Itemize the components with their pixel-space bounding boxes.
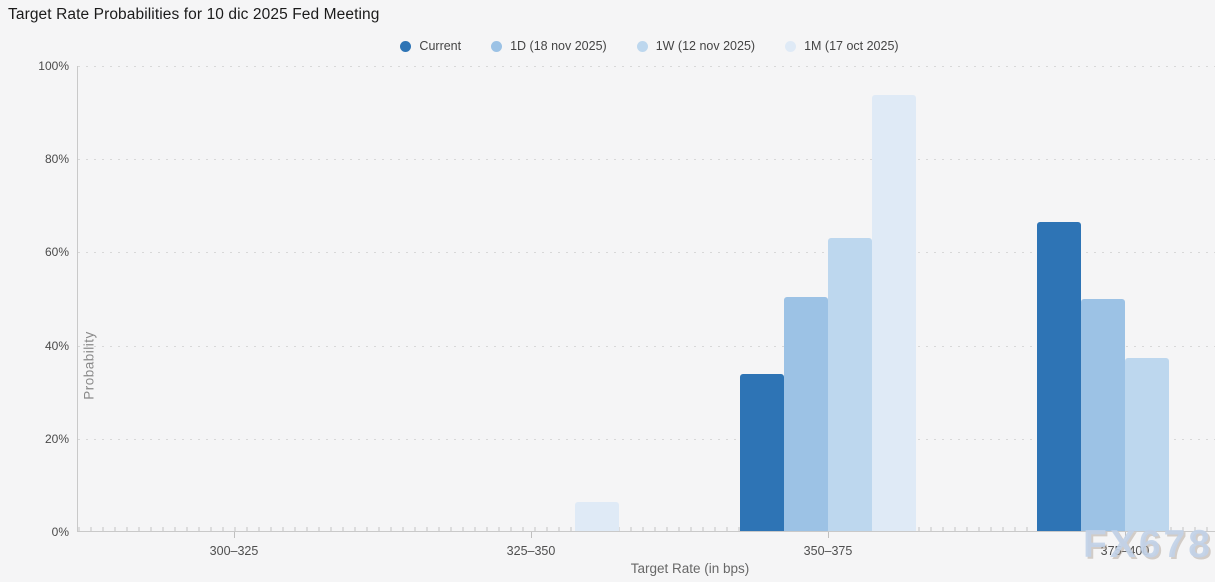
- axis-minor-ticks: [78, 527, 1215, 531]
- x-tick-350-375: [828, 532, 829, 538]
- bar-1d-18-nov-2025-375-400[interactable]: [1081, 298, 1125, 531]
- y-tick-label-60%: 60%: [44, 245, 69, 260]
- gridline-60%: [78, 252, 1215, 254]
- bar-1d-18-nov-2025-350-375[interactable]: [784, 297, 828, 531]
- gridline-80%: [78, 159, 1215, 161]
- bar-1m-17-oct-2025-350-375[interactable]: [872, 94, 916, 531]
- legend-item-1m-17-oct-2025[interactable]: 1M (17 oct 2025): [785, 39, 899, 53]
- bar-current-375-400[interactable]: [1037, 221, 1081, 531]
- legend-dot-1w-12-nov-2025: [636, 40, 648, 52]
- gridline-40%: [78, 345, 1215, 347]
- x-tick-label-375-400: 375–400: [1100, 544, 1150, 558]
- x-tick-label-350-375: 350–375: [803, 544, 853, 558]
- x-axis-title: Target Rate (in bps): [630, 561, 750, 576]
- y-tick-label-40%: 40%: [44, 338, 69, 353]
- legend-item-1w-12-nov-2025[interactable]: 1W (12 nov 2025): [636, 39, 756, 53]
- y-tick-label-0%: 0%: [51, 525, 69, 539]
- bar-1m-17-oct-2025-325-350[interactable]: [575, 502, 619, 531]
- legend-dot-1d-18-nov-2025: [491, 40, 503, 52]
- legend-dot-current: [400, 40, 412, 52]
- y-tick-label-100%: 100%: [38, 59, 69, 73]
- x-tick-label-300-325: 300–325: [209, 544, 259, 558]
- legend-label-current: Current: [419, 39, 462, 53]
- x-tick-label-325-350: 325–350: [506, 544, 556, 558]
- y-tick-label-20%: 20%: [44, 431, 69, 446]
- plot-area: Probability 0% 20% 40% 60% 80% 100% 300–325 325…: [38, 59, 1215, 558]
- gridline-100%: [78, 66, 1215, 67]
- bar-1w-12-nov-2025-375-400[interactable]: [1125, 357, 1169, 531]
- bar-current-350-375[interactable]: [740, 374, 784, 531]
- legend: Current 1D (18 nov 2025) 1W (12 nov 2025) 1…: [0, 37, 1215, 55]
- legend-dot-1m-17-oct-2025: [785, 40, 797, 52]
- legend-item-current[interactable]: Current: [400, 39, 461, 53]
- x-tick-300-325: [234, 532, 235, 538]
- chart-title: Target Rate Probabilities for 10 dic 202…: [8, 6, 380, 23]
- legend-label-1w-12-nov-2025: 1W (12 nov 2025): [655, 39, 756, 53]
- legend-label-1m-17-oct-2025: 1M (17 oct 2025): [804, 39, 899, 53]
- legend-label-1d-18-nov-2025: 1D (18 nov 2025): [510, 39, 607, 53]
- legend-item-1d-18-nov-2025[interactable]: 1D (18 nov 2025): [491, 39, 607, 53]
- gridline-20%: [78, 438, 1215, 440]
- y-tick-label-80%: 80%: [44, 152, 69, 167]
- bar-1w-12-nov-2025-350-375[interactable]: [828, 238, 872, 531]
- x-tick-375-400: [1125, 532, 1126, 538]
- x-tick-325-350: [531, 532, 532, 538]
- y-axis-title: Probability: [81, 331, 97, 400]
